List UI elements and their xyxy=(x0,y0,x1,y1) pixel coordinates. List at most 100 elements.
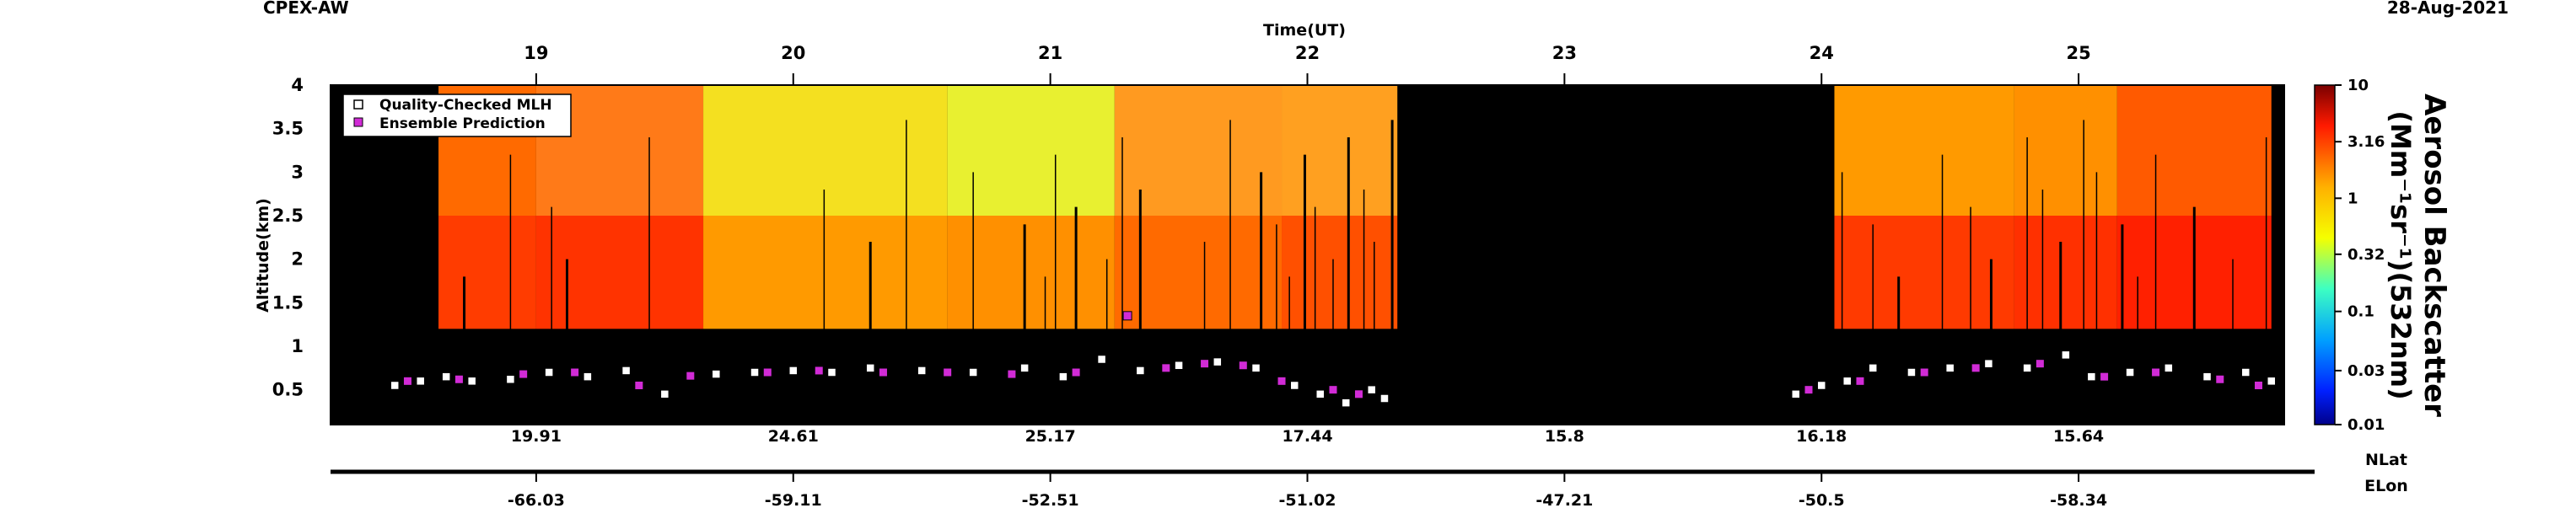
y-tick-label: 4 xyxy=(291,75,304,95)
legend: Quality-Checked MLH Ensemble Prediction xyxy=(342,94,572,137)
y-tick-label: 3 xyxy=(291,162,304,182)
colorbar: 10 3.16 1 0.32 0.1 0.03 0.01 Aerosol Backscatt… xyxy=(2314,77,2451,434)
mlh-qc-point xyxy=(2022,363,2032,373)
y-tick-label: 1.5 xyxy=(272,292,304,313)
colorbar-label-units: (Mm⁻¹sr⁻¹)(532nm) xyxy=(2385,110,2417,399)
mlh-qc-point xyxy=(1058,372,1068,382)
ensemble-point xyxy=(1328,385,1338,395)
mlh-qc-point xyxy=(968,367,978,377)
curtain-mid-layer xyxy=(535,216,704,329)
ensemble-point xyxy=(1804,385,1814,395)
ensemble-point xyxy=(2100,372,2110,382)
ensemble-point xyxy=(1277,376,1287,386)
y-axis: 0.5 1 1.5 2 2.5 3 3.5 4 xyxy=(272,75,2284,400)
mlh-qc-point xyxy=(2240,367,2251,377)
mlh-qc-point xyxy=(441,372,451,382)
mlh-qc-point xyxy=(2061,350,2071,361)
mlh-qc-point xyxy=(415,376,426,387)
mlh-qc-point xyxy=(1250,363,1261,373)
ensemble-point xyxy=(762,367,772,377)
mlh-qc-point xyxy=(1868,363,1878,373)
mlh-qc-point xyxy=(659,389,670,399)
mlh-qc-point xyxy=(2267,376,2277,387)
cloud-spikes xyxy=(463,120,2267,425)
mlh-qc-point xyxy=(2086,372,2097,382)
nlat-tick-label: 24.61 xyxy=(768,427,819,446)
ensemble-point xyxy=(814,366,824,376)
mlh-qc-point xyxy=(466,376,477,387)
mlh-qc-point xyxy=(865,363,875,373)
legend-marker-qc xyxy=(353,99,363,110)
ensemble-point xyxy=(1007,369,1017,379)
mlh-qc-point xyxy=(1842,376,1853,387)
colorbar-label-main: Aerosol Backscatter xyxy=(2417,94,2451,417)
curtain-high-layer xyxy=(703,85,948,216)
curtain-low-layer xyxy=(1114,329,1283,425)
mlh-qc-point xyxy=(750,367,760,377)
title-right: 28-Aug-2021 xyxy=(2387,0,2509,18)
mlh-qc-point xyxy=(1174,360,1184,371)
series-quality-checked-mlh xyxy=(390,350,2277,408)
colorbar-tick-label: 0.1 xyxy=(2347,303,2374,321)
top-axis-label: Time(UT) xyxy=(1263,21,1346,40)
mlh-qc-point xyxy=(1341,398,1351,408)
mlh-qc-point xyxy=(1213,356,1223,367)
nlat-tick-label: 15.8 xyxy=(1545,427,1584,446)
curtain-high-layer xyxy=(1834,85,2014,216)
top-tick-label: 22 xyxy=(1295,43,1320,63)
ensemble-point xyxy=(1353,389,1363,399)
colorbar-tick-label: 1 xyxy=(2347,190,2358,207)
mlh-qc-point xyxy=(1315,389,1326,399)
elon-tick-label: -51.02 xyxy=(1279,491,1336,508)
curtain-low-layer xyxy=(1282,329,1398,425)
curtain-low-layer xyxy=(703,329,948,425)
top-tick-label: 21 xyxy=(1038,43,1062,63)
ensemble-point xyxy=(634,381,644,390)
mlh-qc-point xyxy=(1379,393,1390,404)
ensemble-point xyxy=(2035,359,2045,369)
ensemble-point xyxy=(570,367,580,377)
bottom-axes: 19.91 -66.03 24.61 -59.11 25.17 -52.51 17.44 -5… xyxy=(508,416,2107,508)
curtain-mid-layer xyxy=(947,216,1115,329)
mlh-qc-point xyxy=(1816,380,1826,391)
mlh-qc-point xyxy=(1906,367,1917,377)
mlh-qc-point xyxy=(1135,366,1146,376)
ensemble-point xyxy=(1919,367,1929,377)
mlh-qc-point xyxy=(917,366,927,376)
ensemble-point xyxy=(686,371,696,381)
top-time-axis: 19 20 21 22 23 24 25 xyxy=(524,43,2091,85)
mlh-qc-point xyxy=(826,367,837,377)
curtain-mid-layer xyxy=(438,216,536,329)
colorbar-ticks: 10 3.16 1 0.32 0.1 0.03 0.01 xyxy=(2335,77,2385,434)
elon-tick-label: -59.11 xyxy=(765,491,822,508)
y-tick-label: 0.5 xyxy=(272,380,304,400)
elon-tick-label: -47.21 xyxy=(1535,491,1593,508)
curtain-mid-layer xyxy=(2014,216,2117,329)
top-tick-label: 25 xyxy=(2066,43,2090,63)
curtain-mid-layer xyxy=(703,216,948,329)
colorbar-tick-label: 0.01 xyxy=(2347,416,2385,434)
legend-box xyxy=(342,94,572,137)
nlat-tick-label: 25.17 xyxy=(1025,427,1076,446)
y-tick-label: 3.5 xyxy=(272,119,304,139)
ensemble-point xyxy=(1122,311,1132,321)
ensemble-point xyxy=(1071,367,1081,377)
elon-label: ELon xyxy=(2364,477,2408,495)
curtain-low-layer xyxy=(535,329,704,425)
mlh-qc-point xyxy=(711,369,722,379)
legend-label-qc: Quality-Checked MLH xyxy=(379,97,552,114)
ensemble-point xyxy=(2215,374,2225,384)
curtain-high-layer xyxy=(947,85,1115,216)
ensemble-point xyxy=(878,367,888,377)
legend-label-ensemble: Ensemble Prediction xyxy=(379,115,546,132)
mlh-qc-point xyxy=(1096,354,1107,365)
mlh-qc-point xyxy=(2125,367,2135,377)
mlh-qc-point xyxy=(2164,363,2174,373)
ensemble-point xyxy=(402,376,412,386)
mlh-qc-point xyxy=(1289,380,1300,391)
ensemble-point xyxy=(1238,361,1248,371)
colorbar-tick-label: 0.03 xyxy=(2347,362,2385,380)
elon-tick-label: -50.5 xyxy=(1799,491,1845,508)
mlh-qc-point xyxy=(1983,358,1994,369)
